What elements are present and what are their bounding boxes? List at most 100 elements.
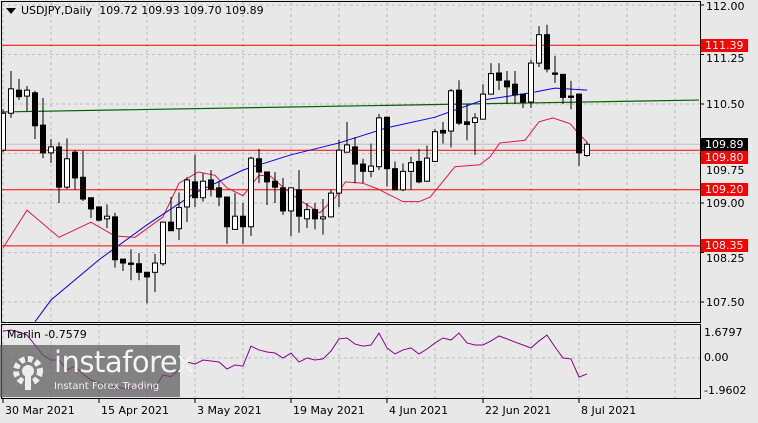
oscillator-axis-label: 1.6797 [704, 326, 743, 339]
candle-body [504, 80, 510, 88]
gear-logo-icon [13, 356, 43, 390]
oscillator-axis-label: 0.00 [704, 351, 729, 364]
candle-body [272, 180, 278, 188]
candle-body [152, 262, 158, 273]
candle-body [424, 157, 430, 182]
candle-body [248, 157, 254, 228]
candle-body [184, 179, 190, 208]
logo-brand: instaforex [54, 345, 194, 379]
candle-body [72, 151, 78, 179]
date-label: 15 Apr 2021 [101, 404, 170, 417]
price-axis-label: 109.00 [706, 196, 745, 210]
candle-body [392, 168, 398, 191]
price-level-tag: 108.35 [701, 239, 748, 253]
candle-body [176, 207, 182, 230]
price-level-tag: 109.89 [701, 137, 748, 151]
candle-body [112, 216, 118, 261]
candle-body [384, 116, 390, 170]
candle-body [280, 187, 286, 212]
candle-body [304, 209, 310, 220]
candle-body [488, 73, 494, 95]
candle-body [456, 89, 462, 124]
candle-body [336, 149, 342, 194]
envelope-line [2, 117, 588, 249]
candle-body [544, 34, 550, 70]
candle-body [2, 112, 6, 151]
candle-body [464, 121, 470, 125]
candle-body [416, 160, 422, 183]
candle-body [24, 89, 30, 97]
main-frame [1, 1, 701, 323]
date-label: 8 Jul 2021 [581, 404, 637, 417]
price-level-tag: 109.80 [701, 150, 748, 164]
instaforex-logo: instaforex Instant Forex Trading [0, 345, 194, 397]
price-axis-label: 108.25 [706, 252, 745, 266]
candle-body [288, 187, 294, 212]
date-label: 22 Jun 2021 [485, 404, 552, 417]
candle-body [408, 162, 414, 172]
candle-body [496, 72, 502, 81]
candle-body [584, 143, 590, 156]
candle-body [96, 206, 102, 221]
candle-body [328, 192, 334, 218]
price-axis-label: 109.75 [706, 163, 745, 177]
price-axis-label: 107.50 [706, 295, 745, 309]
candle-body [128, 262, 134, 265]
candle-body [360, 163, 366, 172]
candle-body [8, 88, 14, 114]
candle-body [48, 146, 54, 154]
candle-body [200, 180, 206, 199]
date-label: 19 May 2021 [293, 404, 365, 417]
candle-body [232, 215, 238, 230]
candle-body [136, 263, 142, 273]
candle-body [576, 93, 582, 154]
date-label: 30 Mar 2021 [5, 404, 75, 417]
candle-body [144, 271, 150, 278]
candle-body [344, 144, 350, 153]
candle-body [240, 215, 246, 228]
candle-body [368, 165, 374, 172]
candle-body [560, 73, 566, 98]
candle-body [224, 196, 230, 228]
candle-body [448, 90, 454, 132]
date-label: 4 Jun 2021 [389, 404, 449, 417]
candle-body [320, 216, 326, 220]
oscillator-label: Marlin -0.7579 [7, 328, 87, 341]
candle-body [216, 187, 222, 198]
candle-body [208, 179, 214, 190]
candle-body [120, 258, 126, 264]
green-level-line [2, 99, 700, 113]
main-plot [2, 24, 700, 322]
chart-header: USDJPY,Daily 109.72 109.93 109.70 109.89 [6, 4, 264, 17]
price-axis-label: 112.00 [706, 0, 745, 13]
candle-body [352, 146, 358, 165]
oscillator-axis-label: -1.9602 [704, 384, 747, 397]
dropdown-triangle-icon[interactable] [6, 8, 16, 14]
candle-body [40, 124, 46, 154]
logo-tagline: Instant Forex Trading [54, 381, 160, 392]
candle-body [480, 93, 486, 120]
price-axis-label: 110.50 [706, 97, 745, 111]
candle-body [312, 209, 318, 220]
candle-body [88, 197, 94, 210]
symbol-timeframe: USDJPY,Daily [21, 4, 93, 17]
candle-body [168, 221, 174, 232]
candle-body [376, 117, 382, 168]
candle-body [432, 131, 438, 162]
candle-body [472, 117, 478, 123]
candle-body [512, 83, 518, 96]
candle-body [552, 72, 558, 75]
moving-average-line [34, 87, 588, 322]
date-label: 3 May 2021 [197, 404, 262, 417]
candle-body [400, 170, 406, 191]
candle-body [536, 34, 542, 64]
candle-body [528, 62, 534, 103]
candle-body [56, 146, 62, 188]
candle-body [256, 158, 262, 173]
candle-body [104, 215, 110, 220]
candle-body [296, 189, 302, 217]
candle-body [520, 93, 526, 103]
candle-body [32, 92, 38, 127]
candle-body [160, 221, 166, 265]
